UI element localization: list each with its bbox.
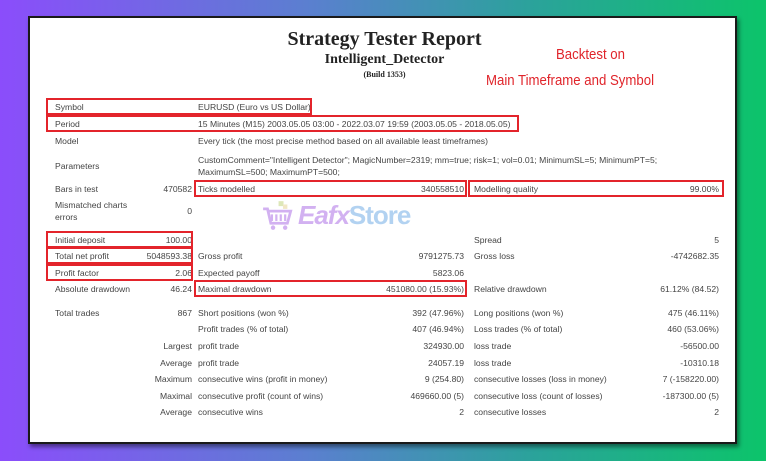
profit-factor-label: Profit factor <box>55 268 99 278</box>
mismatched-value: 0 <box>187 206 192 216</box>
net-profit-label: Total net profit <box>55 251 109 261</box>
shopping-cart-icon <box>263 201 293 230</box>
model-label: Model <box>55 136 79 146</box>
max-consec-losses-label: consecutive losses (loss in money) <box>474 374 607 384</box>
loss-trades-value: 460 (53.06%) <box>667 324 719 334</box>
profit-trades-label: Profit trades (% of total) <box>198 324 289 334</box>
row-total-trades: Total trades 867 Short positions (won %)… <box>30 306 739 320</box>
max-consec-wins-label: consecutive wins (profit in money) <box>198 374 328 384</box>
largest-label: Largest <box>163 341 192 351</box>
bars-label: Bars in test <box>55 184 98 194</box>
row-average: Average profit trade 24057.19 loss trade… <box>30 356 739 370</box>
row-profit-trades: Profit trades (% of total) 407 (46.94%) … <box>30 322 739 336</box>
absolute-drawdown-value: 46.24 <box>170 284 192 294</box>
relative-drawdown-label: Relative drawdown <box>474 284 547 294</box>
absolute-drawdown-label: Absolute drawdown <box>55 284 131 294</box>
row-maximal: Maximal consecutive profit (count of win… <box>30 389 739 403</box>
report-panel: Strategy Tester Report Intelligent_Detec… <box>28 16 737 444</box>
max-consec-wins-value: 9 (254.80) <box>424 374 464 384</box>
watermark-logo: EafxStore <box>262 200 452 231</box>
row-parameters: Parameters CustomComment="Intelligent De… <box>30 153 739 179</box>
parameters-label: Parameters <box>55 161 100 171</box>
profit-factor-value: 2.06 <box>175 268 192 278</box>
period-value: 15 Minutes (M15) 2003.05.05 03:00 - 2022… <box>198 119 511 129</box>
quality-value: 99.00% <box>689 184 719 194</box>
mismatched-label: Mismatched charts <box>55 200 128 210</box>
row-drawdown: Absolute drawdown 46.24 Maximal drawdown… <box>30 282 739 296</box>
symbol-label: Symbol <box>55 102 84 112</box>
expert-name: Intelligent_Detector <box>324 52 445 67</box>
gross-profit-label: Gross profit <box>198 251 243 261</box>
maximal-consec-loss-value: -187300.00 (5) <box>662 391 719 401</box>
total-trades-value: 867 <box>177 308 192 318</box>
watermark-text: EafxStore <box>298 200 411 230</box>
quality-label: Modelling quality <box>474 184 539 194</box>
initial-deposit-value: 100.00 <box>165 235 192 245</box>
mismatched-label-2: errors <box>55 212 78 222</box>
largest-profit-label: profit trade <box>198 341 240 351</box>
average-consec-label: Average <box>160 407 192 417</box>
row-largest: Largest profit trade 324930.00 loss trad… <box>30 339 739 353</box>
total-trades-label: Total trades <box>55 308 100 318</box>
parameters-line-1: CustomComment="Intelligent Detector"; Ma… <box>198 155 658 165</box>
average-loss-value: -10310.18 <box>680 358 719 368</box>
row-bars: Bars in test 470582 Ticks modelled 34055… <box>30 182 739 196</box>
loss-trades-label: Loss trades (% of total) <box>474 324 563 334</box>
maximal-label: Maximal <box>160 391 192 401</box>
spread-label: Spread <box>474 235 502 245</box>
spread-value: 5 <box>714 235 719 245</box>
avg-consec-losses-value: 2 <box>714 407 719 417</box>
row-symbol: Symbol EURUSD (Euro vs US Dollar) <box>30 100 739 114</box>
build-number: (Build 1353) <box>363 70 406 79</box>
annotation-line-2: Main Timeframe and Symbol <box>486 72 654 89</box>
expected-payoff-value: 5823.06 <box>432 268 464 278</box>
net-profit-value: 5048593.38 <box>146 251 192 261</box>
row-profit-factor: Profit factor 2.06 Expected payoff 5823.… <box>30 266 739 280</box>
largest-loss-label: loss trade <box>474 341 512 351</box>
gross-profit-value: 9791275.73 <box>418 251 464 261</box>
annotation-line-1: Backtest on <box>556 46 625 63</box>
maximum-label: Maximum <box>154 374 192 384</box>
avg-consec-wins-label: consecutive wins <box>198 407 263 417</box>
row-period: Period 15 Minutes (M15) 2003.05.05 03:00… <box>30 117 739 131</box>
maximal-consec-loss-label: consecutive loss (count of losses) <box>474 391 603 401</box>
maximal-consec-profit-value: 469660.00 (5) <box>410 391 464 401</box>
symbol-value: EURUSD (Euro vs US Dollar) <box>198 102 311 112</box>
maximal-consec-profit-label: consecutive profit (count of wins) <box>198 391 324 401</box>
initial-deposit-label: Initial deposit <box>55 235 106 245</box>
expected-payoff-label: Expected payoff <box>198 268 260 278</box>
bars-value: 470582 <box>163 184 192 194</box>
average-profit-value: 24057.19 <box>428 358 464 368</box>
gross-loss-value: -4742682.35 <box>670 251 719 261</box>
average-label: Average <box>160 358 192 368</box>
period-label: Period <box>55 119 80 129</box>
relative-drawdown-value: 61.12% (84.52) <box>660 284 719 294</box>
gross-loss-label: Gross loss <box>474 251 515 261</box>
max-consec-losses-value: 7 (-158220.00) <box>662 374 719 384</box>
report-title: Strategy Tester Report <box>287 28 482 50</box>
row-maximum: Maximum consecutive wins (profit in mone… <box>30 372 739 386</box>
row-model: Model Every tick (the most precise metho… <box>30 134 739 148</box>
avg-consec-losses-label: consecutive losses <box>474 407 547 417</box>
avg-consec-wins-value: 2 <box>459 407 464 417</box>
long-positions-label: Long positions (won %) <box>474 308 564 318</box>
short-positions-label: Short positions (won %) <box>198 308 289 318</box>
row-initial-deposit: Initial deposit 100.00 Spread 5 <box>30 233 739 247</box>
maximal-drawdown-value: 451080.00 (15.93%) <box>386 284 464 294</box>
ticks-value: 340558510 <box>420 184 464 194</box>
average-loss-label: loss trade <box>474 358 512 368</box>
short-positions-value: 392 (47.96%) <box>412 308 464 318</box>
average-profit-label: profit trade <box>198 358 240 368</box>
ticks-label: Ticks modelled <box>198 184 255 194</box>
long-positions-value: 475 (46.11%) <box>668 308 719 318</box>
model-value: Every tick (the most precise method base… <box>198 136 488 146</box>
profit-trades-value: 407 (46.94%) <box>412 324 464 334</box>
row-average-consecutive: Average consecutive wins 2 consecutive l… <box>30 405 739 419</box>
largest-profit-value: 324930.00 <box>423 341 464 351</box>
parameters-line-2: MaximumSL=500; MaximumPT=500; <box>198 167 340 177</box>
largest-loss-value: -56500.00 <box>680 341 719 351</box>
row-net-profit: Total net profit 5048593.38 Gross profit… <box>30 249 739 263</box>
row-mismatched: Mismatched charts errors 0 <box>30 198 739 224</box>
maximal-drawdown-label: Maximal drawdown <box>198 284 272 294</box>
